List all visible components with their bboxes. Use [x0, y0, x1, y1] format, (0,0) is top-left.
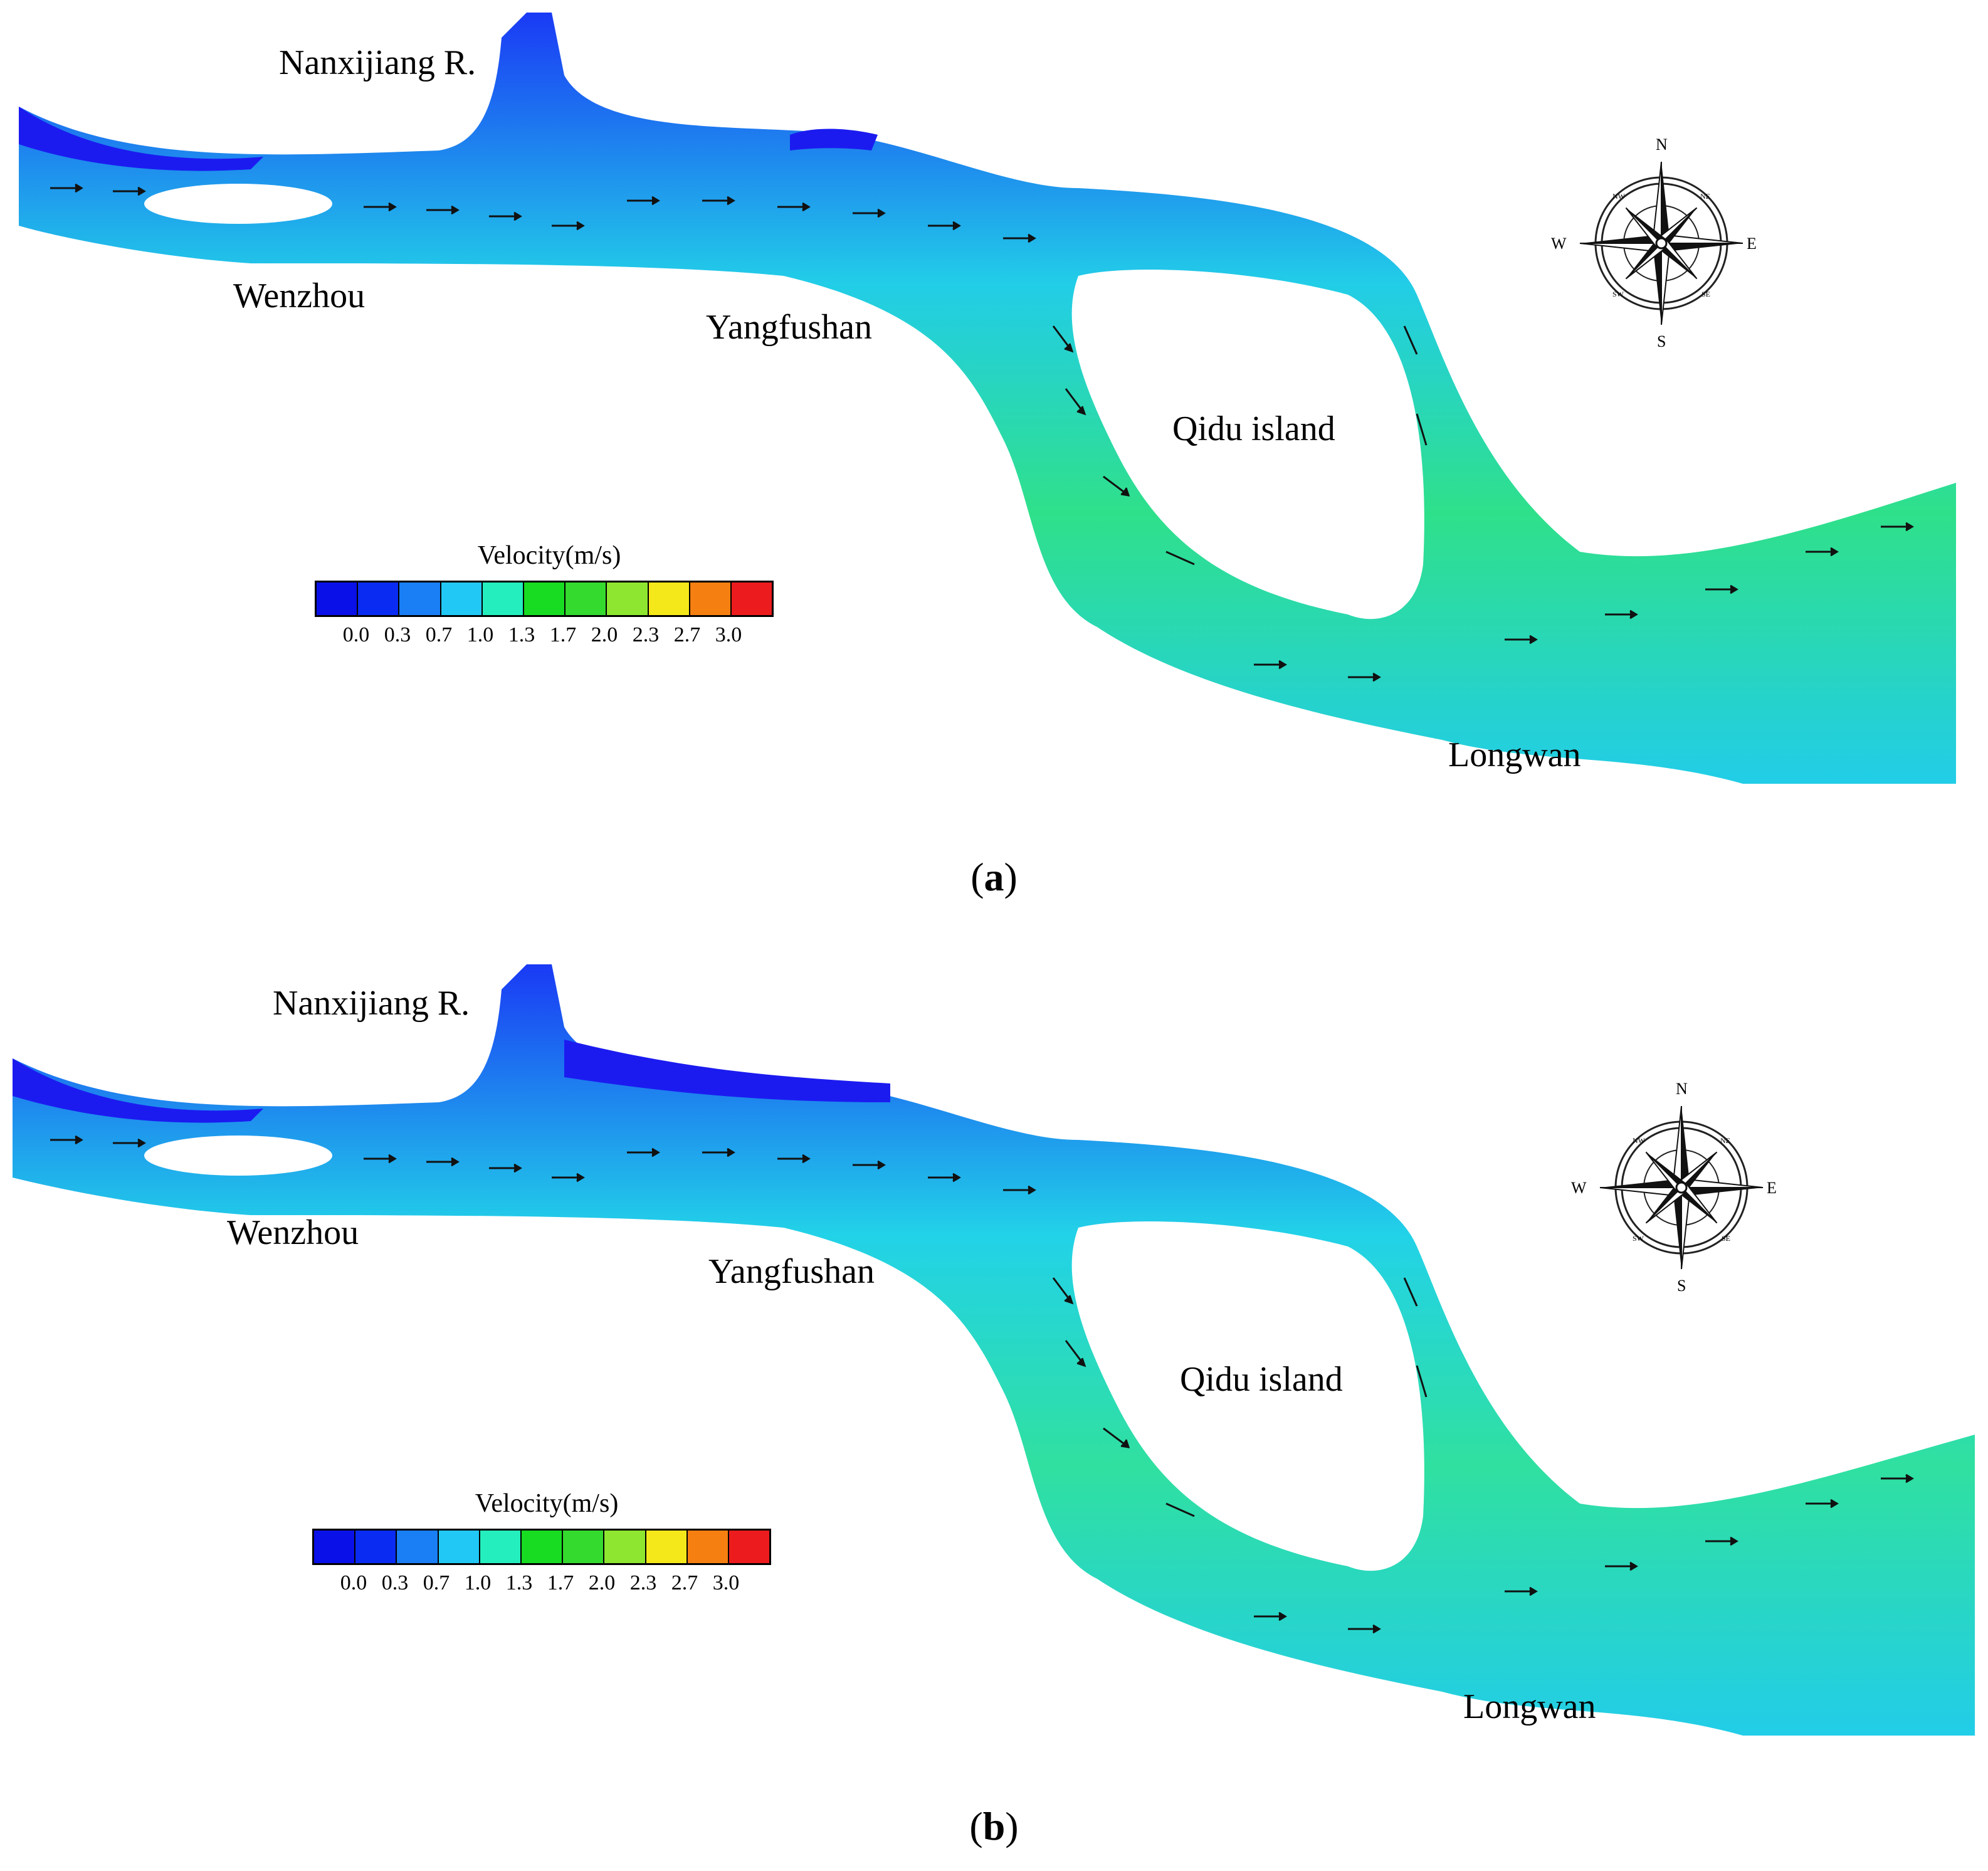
legend-swatch [728, 1531, 770, 1563]
legend-tick-label: 0.0 [340, 1571, 367, 1594]
qidu-island [1071, 270, 1424, 619]
compass-label-sw: SW [1633, 1234, 1644, 1243]
legend-swatch [314, 1531, 356, 1563]
legend-tick-label: 2.3 [632, 623, 660, 646]
compass-label-e: E [1767, 1179, 1777, 1197]
legend-tick-label: 3.0 [712, 1571, 740, 1594]
legend-swatch [482, 582, 524, 615]
legend-tick-label: 1.0 [466, 623, 494, 646]
legend-swatch [604, 1531, 646, 1563]
legend-swatch [399, 582, 441, 615]
legend-swatch [397, 1531, 439, 1563]
legend-tick-label: 0.3 [381, 1571, 409, 1594]
legend-title: Velocity(m/s) [477, 541, 621, 570]
velocity-field-map-b [13, 964, 1975, 1736]
velocity-legend-b: Velocity(m/s) 0.0 0.3 0.7 1.0 1.3 1.7 2.0 2.3 2.… [308, 1489, 785, 1596]
compass-label-nw: NW [1633, 1136, 1645, 1145]
compass-label-nw: NW [1612, 192, 1625, 201]
legend-color-bar [315, 581, 774, 617]
compass-label-s: S [1677, 1277, 1686, 1295]
river-channel [19, 13, 1956, 784]
river-channel [13, 964, 1975, 1736]
legend-ticks: 0.0 0.3 0.7 1.0 1.3 1.7 2.0 2.3 2.7 3.0 [312, 1565, 767, 1596]
legend-title: Velocity(m/s) [475, 1489, 619, 1518]
compass-label-n: N [1676, 1080, 1688, 1098]
legend-tick-label: 0.0 [342, 623, 370, 646]
legend-tick-label: 2.7 [671, 1571, 698, 1594]
legend-tick-label: 0.7 [425, 623, 453, 646]
qidu-island [1071, 1221, 1424, 1571]
compass-label-se: SE [1701, 290, 1711, 298]
legend-tick-label: 1.0 [464, 1571, 492, 1594]
panel-caption-b: (b) [969, 1804, 1019, 1848]
velocity-arrows [50, 1135, 1914, 1634]
compass-label-se: SE [1722, 1234, 1731, 1243]
place-label-yangfushan: Yangfushan [708, 1252, 875, 1291]
islet [144, 1136, 332, 1176]
place-label-yangfushan: Yangfushan [706, 308, 872, 347]
place-label-nanxijiang: Nanxijiang R. [273, 984, 470, 1023]
legend-swatch [565, 582, 607, 615]
map-panel-a: Nanxijiang R. Wenzhou Yangfushan Qidu is… [0, 0, 1988, 899]
velocity-field-map-a [19, 13, 1956, 784]
compass-icon [1599, 1105, 1764, 1270]
legend-tick-label: 2.3 [629, 1571, 657, 1594]
legend-swatch [438, 1531, 480, 1563]
legend-tick-label: 1.7 [549, 623, 577, 646]
legend-swatch [523, 582, 566, 615]
legend-tick-label: 3.0 [715, 623, 742, 646]
legend-tick-label: 1.3 [505, 1571, 533, 1594]
legend-swatch [731, 582, 772, 615]
legend-tick-label: 1.7 [547, 1571, 574, 1594]
legend-tick-label: 0.7 [423, 1571, 450, 1594]
place-label-qidu: Qidu island [1172, 409, 1335, 448]
place-label-wenzhou: Wenzhou [233, 277, 366, 315]
compass-rose-b: N S E W NW NE SW SE [1571, 1080, 1777, 1295]
place-label-longwan: Longwan [1448, 735, 1581, 774]
panel-caption-a: (a) [970, 855, 1018, 899]
compass-icon [1579, 161, 1743, 325]
compass-label-sw: SW [1612, 290, 1624, 298]
legend-swatch [355, 1531, 397, 1563]
legend-ticks: 0.0 0.3 0.7 1.0 1.3 1.7 2.0 2.3 2.7 3.0 [315, 617, 770, 648]
place-label-nanxijiang: Nanxijiang R. [279, 43, 476, 82]
legend-swatch [521, 1531, 564, 1563]
compass-label-ne: NE [1720, 1136, 1730, 1145]
map-panel-b: Nanxijiang R. Wenzhou Yangfushan Qidu is… [0, 952, 1988, 1848]
velocity-legend-a: Velocity(m/s) 0.0 0.3 0.7 1.0 1.3 1.7 2.0 2.3 2.… [311, 540, 787, 648]
compass-label-s: S [1657, 332, 1666, 350]
compass-label-w: W [1551, 235, 1567, 253]
islet [144, 184, 332, 224]
legend-swatch [441, 582, 483, 615]
compass-label-n: N [1656, 135, 1668, 154]
legend-swatch [563, 1531, 605, 1563]
compass-label-e: E [1747, 235, 1757, 253]
legend-swatch [648, 582, 690, 615]
velocity-arrows [50, 183, 1914, 682]
legend-swatch [317, 582, 359, 615]
legend-tick-label: 2.7 [673, 623, 701, 646]
place-label-wenzhou: Wenzhou [227, 1213, 359, 1252]
legend-swatch [646, 1531, 688, 1563]
legend-swatch [358, 582, 400, 615]
legend-tick-label: 0.3 [384, 623, 411, 646]
legend-tick-label: 1.3 [508, 623, 535, 646]
place-label-longwan: Longwan [1463, 1687, 1596, 1726]
legend-tick-label: 2.0 [588, 1571, 616, 1594]
legend-swatch [607, 582, 649, 615]
legend-tick-label: 2.0 [591, 623, 618, 646]
compass-rose-a: N S E W NW NE SW SE [1551, 135, 1757, 350]
legend-swatch [687, 1531, 729, 1563]
legend-swatch [480, 1531, 522, 1563]
legend-swatch [690, 582, 732, 615]
place-label-qidu: Qidu island [1180, 1360, 1343, 1399]
compass-label-w: W [1571, 1179, 1587, 1197]
compass-label-ne: NE [1700, 192, 1710, 201]
legend-color-bar [312, 1529, 771, 1565]
